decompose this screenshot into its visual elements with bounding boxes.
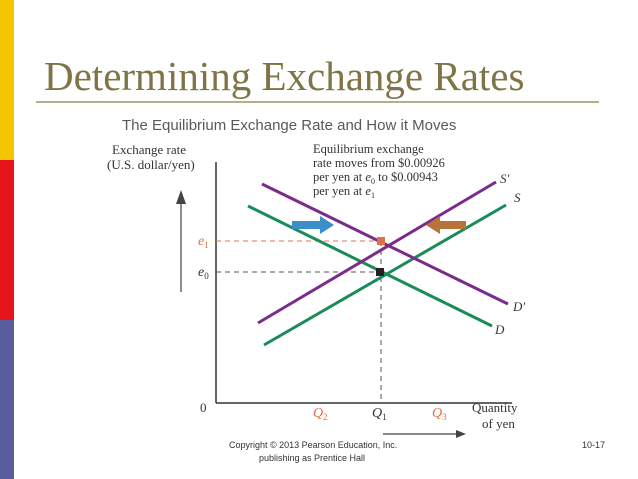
accent-bar-purple <box>0 320 14 479</box>
q2-label: Q2 <box>313 406 328 422</box>
e0-label: e0 <box>198 265 209 281</box>
y-axis-label-line2: (U.S. dollar/yen) <box>107 157 195 172</box>
y-axis-arrowhead-icon <box>176 190 186 204</box>
title-underline <box>36 101 599 103</box>
slide-subtitle: The Equilibrium Exchange Rate and How it… <box>122 117 457 134</box>
supply-curve-S-prime <box>257 180 497 325</box>
slide-title: Determining Exchange Rates <box>44 53 525 99</box>
annotation-line3: per yen at e0 to $0.00943 <box>313 170 438 186</box>
footer-copyright-line2: publishing as Prentice Hall <box>259 453 366 463</box>
supply-shift-arrow-icon <box>426 216 466 234</box>
x-axis-label-line2: of yen <box>482 416 515 431</box>
page-number: 10-17 <box>582 440 606 450</box>
accent-bar-yellow <box>0 0 14 160</box>
label-D: D <box>494 322 505 337</box>
q3-label: Q3 <box>432 406 447 422</box>
annotation-line2: rate moves from $0.00926 <box>313 156 445 170</box>
label-S: S <box>514 190 521 205</box>
y-axis-label-line1: Exchange rate <box>112 142 186 157</box>
x-axis-label-line1: Quantity <box>472 400 518 415</box>
q1-label: Q1 <box>372 406 387 422</box>
e1-label: e1 <box>198 234 209 250</box>
equilibrium-point-e1 <box>377 237 385 245</box>
footer-copyright-line1: Copyright © 2013 Pearson Education, Inc. <box>229 440 398 450</box>
demand-shift-arrow-icon <box>292 216 334 234</box>
annotation-line4: per yen at e1 <box>313 184 375 200</box>
label-S-prime: S′ <box>500 171 510 186</box>
accent-bar-red <box>0 160 14 320</box>
equilibrium-point-e0 <box>376 268 384 276</box>
origin-label: 0 <box>200 400 207 415</box>
x-axis-arrowhead-icon <box>456 430 466 438</box>
annotation-line1: Equilibrium exchange <box>313 142 424 156</box>
demand-curve-D <box>247 204 493 328</box>
label-D-prime: D′ <box>512 299 525 314</box>
